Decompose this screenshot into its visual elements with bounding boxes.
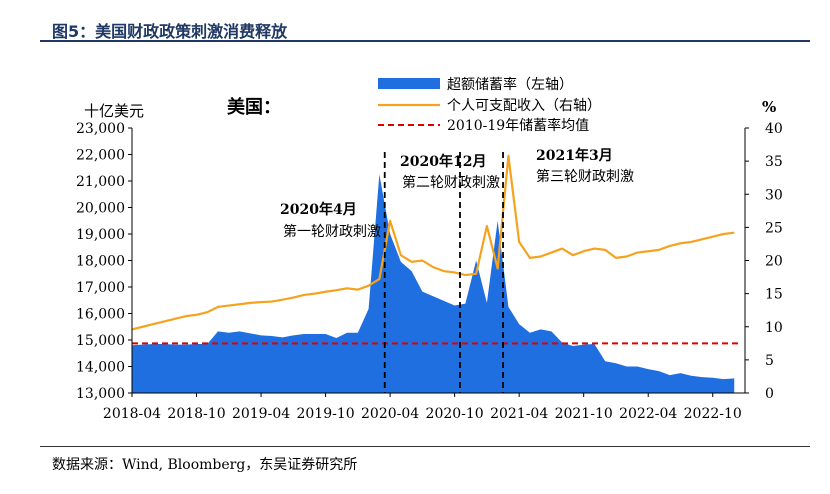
source-note: 数据来源：Wind, Bloomberg，东吴证券研究所 [52, 457, 358, 473]
bottom-rule [40, 446, 810, 447]
left-tick-label: 21,000 [76, 174, 125, 190]
left-tick-label: 19,000 [76, 227, 125, 243]
region-label: 美国： [227, 96, 281, 118]
left-tick-label: 23,000 [76, 121, 125, 137]
x-tick-label: 2022-04 [619, 406, 677, 422]
left-axis-unit: 十亿美元 [84, 102, 144, 120]
right-tick-label: 35 [765, 154, 783, 170]
left-tick-label: 17,000 [76, 280, 125, 296]
right-tick-label: 25 [765, 220, 783, 236]
legend-swatch-area [378, 78, 440, 89]
annotation-date: 2020年4月 [280, 201, 357, 218]
series-excess-saving-area [132, 174, 735, 393]
right-tick-label: 40 [765, 121, 783, 137]
area-layer [132, 174, 735, 393]
right-tick-label: 0 [765, 386, 774, 402]
right-tick-label: 5 [765, 353, 774, 369]
x-tick-label: 2018-04 [103, 406, 161, 422]
series-disposable-income-line [131, 154, 735, 331]
left-tick-label: 22,000 [76, 148, 125, 164]
left-tick-label: 18,000 [76, 254, 125, 270]
right-tick-label: 15 [765, 287, 783, 303]
left-tick-label: 15,000 [76, 333, 125, 349]
axes-layer: 13,000 14,000 15,000 16,000 17,000 18,000 19,0… [76, 96, 783, 422]
left-tick-label: 13,000 [76, 386, 125, 402]
annotation-text: 第一轮财政刺激 [283, 223, 381, 240]
figure-title: 图5：美国财政政策刺激消费释放 [52, 22, 288, 41]
annotation-date: 2020年12月 [400, 153, 486, 170]
x-tick-label: 2022-10 [684, 406, 742, 422]
annotation-text: 第二轮财政刺激 [402, 174, 500, 191]
left-tick-label: 16,000 [76, 307, 125, 323]
annotation-date: 2021年3月 [536, 147, 613, 164]
x-tick-label: 2021-10 [555, 406, 613, 422]
right-tick-label: 20 [765, 254, 783, 270]
top-rule [40, 40, 810, 42]
legend-label: 超额储蓄率（左轴） [447, 76, 573, 93]
left-tick-label: 20,000 [76, 201, 125, 217]
right-tick-label: 30 [765, 187, 783, 203]
line-layer [131, 154, 740, 345]
x-tick-label: 2019-04 [232, 406, 290, 422]
right-axis-unit: % [762, 98, 776, 116]
legend: 超额储蓄率（左轴） 个人可支配收入（右轴） 2010-19年储蓄率均值 [378, 76, 601, 134]
right-tick-label: 10 [765, 320, 783, 336]
legend-label: 2010-19年储蓄率均值 [447, 117, 589, 134]
x-tick-label: 2019-10 [296, 406, 354, 422]
left-tick-label: 14,000 [76, 360, 125, 376]
legend-label: 个人可支配收入（右轴） [447, 98, 601, 114]
annotation-text: 第三轮财政刺激 [536, 168, 634, 185]
x-tick-label: 2021-04 [490, 406, 548, 422]
x-tick-label: 2018-10 [167, 406, 225, 422]
x-tick-label: 2020-04 [361, 406, 419, 422]
x-tick-label: 2020-10 [426, 406, 484, 422]
